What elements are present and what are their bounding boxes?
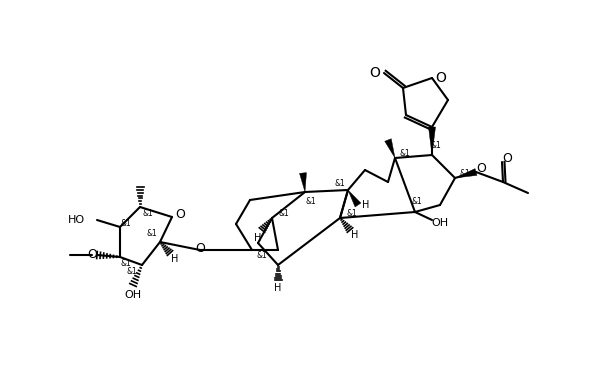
Text: O: O <box>175 207 185 220</box>
Polygon shape <box>348 190 361 207</box>
Polygon shape <box>385 139 395 158</box>
Text: &1: &1 <box>412 197 422 207</box>
Text: &1: &1 <box>335 180 346 188</box>
Text: O: O <box>502 151 512 165</box>
Text: &1: &1 <box>257 251 268 261</box>
Text: &1: &1 <box>460 169 470 178</box>
Text: H: H <box>254 233 262 243</box>
Text: &1: &1 <box>121 219 131 227</box>
Polygon shape <box>428 127 436 155</box>
Text: &1: &1 <box>146 230 157 238</box>
Text: &1: &1 <box>278 208 289 218</box>
Text: O: O <box>436 71 446 85</box>
Text: H: H <box>352 230 359 240</box>
Text: &1: &1 <box>305 197 316 207</box>
Text: OH: OH <box>124 290 142 300</box>
Text: &1: &1 <box>121 258 131 268</box>
Text: &1: &1 <box>400 149 410 158</box>
Text: O: O <box>87 249 97 261</box>
Text: OH: OH <box>431 218 449 228</box>
Text: &1: &1 <box>127 266 137 276</box>
Text: &1: &1 <box>347 210 358 219</box>
Text: H: H <box>362 200 370 210</box>
Text: &1: &1 <box>431 141 442 150</box>
Text: H: H <box>172 254 179 264</box>
Text: O: O <box>195 242 205 254</box>
Polygon shape <box>299 173 307 192</box>
Text: O: O <box>476 161 486 174</box>
Text: H: H <box>274 283 281 293</box>
Text: &1: &1 <box>143 208 154 218</box>
Text: HO: HO <box>68 215 85 225</box>
Text: O: O <box>370 66 380 80</box>
Polygon shape <box>455 169 477 178</box>
